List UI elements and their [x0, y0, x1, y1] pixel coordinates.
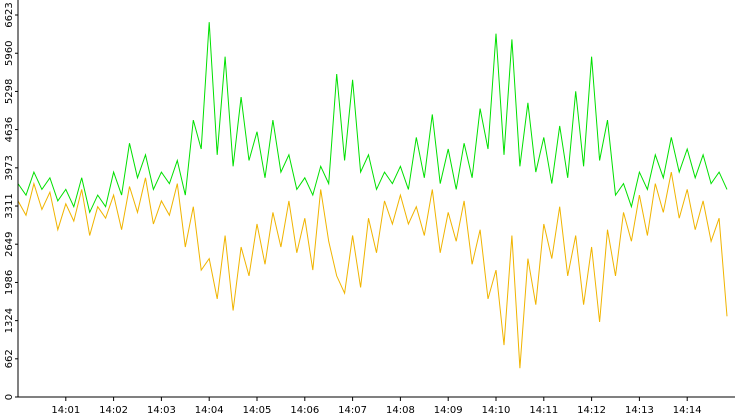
- x-tick-label: 14:14: [673, 405, 702, 415]
- y-tick-label: 5298: [4, 79, 15, 104]
- y-tick-label: 1986: [4, 270, 15, 295]
- y-tick-label: 3311: [4, 193, 15, 218]
- series-line: [17, 22, 728, 214]
- x-tick-label: 14:10: [482, 405, 511, 415]
- y-tick-label: 2649: [4, 231, 15, 256]
- x-tick-label: 14:11: [529, 405, 558, 415]
- x-tick-label: 14:13: [625, 405, 654, 415]
- y-tick-label: 1324: [4, 308, 15, 333]
- x-tick-label: 14:08: [386, 405, 415, 415]
- x-tick-label: 14:02: [99, 405, 128, 415]
- x-tick-label: 14:01: [51, 405, 80, 415]
- y-tick-label: 5960: [4, 41, 15, 66]
- y-tick-label: 662: [4, 349, 15, 368]
- y-tick-label: 3973: [4, 155, 15, 180]
- x-tick-label: 14:04: [195, 405, 224, 415]
- x-tick-label: 14:05: [243, 405, 272, 415]
- series-line: [17, 172, 728, 369]
- x-tick-label: 14:06: [290, 405, 319, 415]
- y-tick-label: 0: [4, 394, 15, 400]
- x-tick-label: 14:07: [338, 405, 367, 415]
- y-tick-label: 4636: [4, 117, 15, 142]
- x-tick-label: 14:03: [147, 405, 176, 415]
- x-tick-label: 14:12: [577, 405, 606, 415]
- y-tick-label: 6623: [4, 2, 15, 27]
- x-tick-label: 14:09: [434, 405, 463, 415]
